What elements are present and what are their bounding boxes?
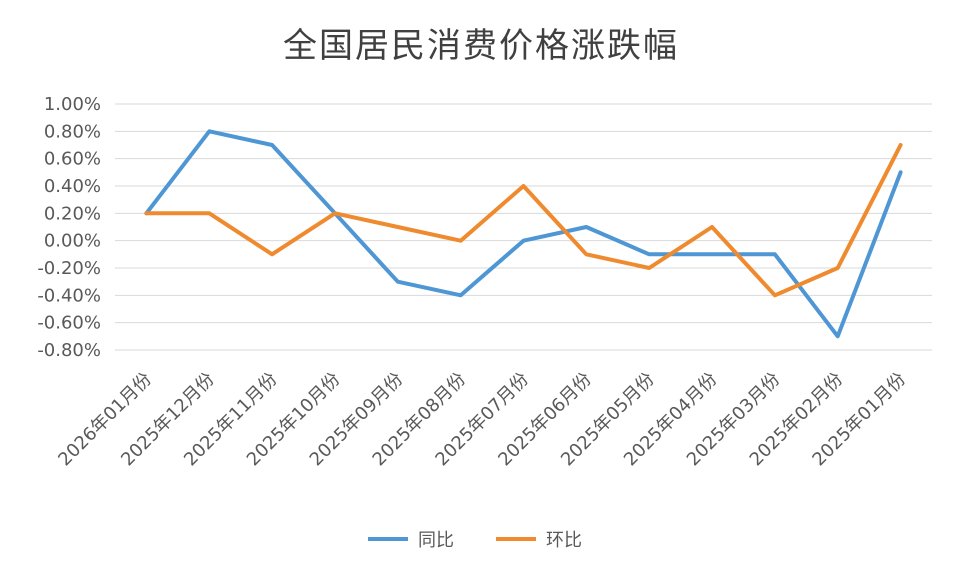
y-tick-label: 0.40% <box>44 176 101 197</box>
y-tick-label: 0.60% <box>44 149 101 170</box>
y-tick-label: -0.60% <box>37 313 101 334</box>
y-tick-label: 0.20% <box>44 203 101 224</box>
series-line-2 <box>144 143 903 298</box>
legend-label: 环比 <box>546 530 582 551</box>
y-tick-label: 1.00% <box>44 94 101 115</box>
chart-title: 全国居民消费价格涨跌幅 <box>283 26 679 66</box>
y-tick-label: 0.00% <box>44 231 101 252</box>
y-tick-label: -0.20% <box>37 258 101 279</box>
series-line-1 <box>144 129 903 339</box>
y-tick-label: 0.80% <box>44 121 101 142</box>
y-tick-label: -0.80% <box>37 340 101 361</box>
legend-label: 同比 <box>418 530 454 551</box>
y-tick-label: -0.40% <box>37 285 101 306</box>
